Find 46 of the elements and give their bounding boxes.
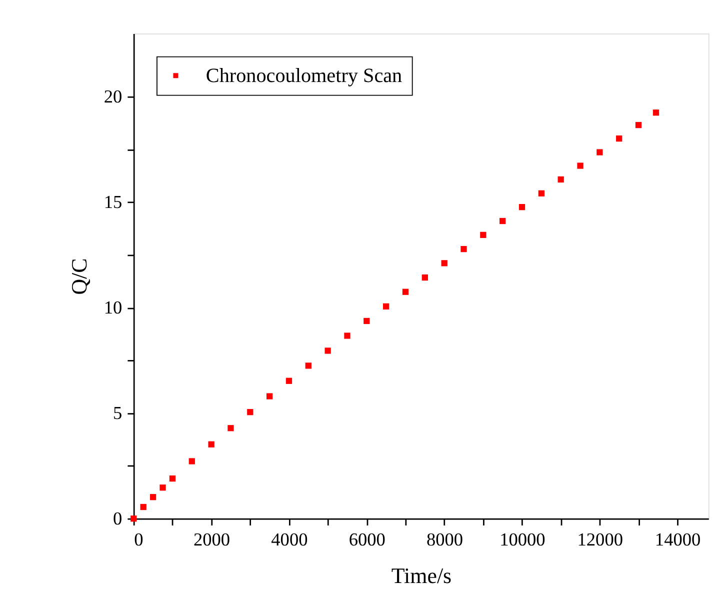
point <box>616 135 622 142</box>
point <box>635 122 642 128</box>
point <box>130 516 137 522</box>
point <box>422 274 428 281</box>
x-tick-label: 6000 <box>348 530 386 550</box>
x-tick-label: 4000 <box>271 530 308 550</box>
point <box>441 260 448 266</box>
point <box>383 303 390 310</box>
point <box>188 458 195 464</box>
point <box>558 176 564 183</box>
point <box>169 475 176 482</box>
point <box>286 378 292 384</box>
x-tick-label: 8000 <box>426 530 464 550</box>
y-tick-label: 0 <box>113 508 122 529</box>
point <box>480 232 486 238</box>
point <box>652 110 660 116</box>
point <box>402 288 409 295</box>
x-tick-label: 14000 <box>654 530 701 550</box>
x-tick-label: 12000 <box>577 530 624 550</box>
point <box>160 484 166 491</box>
point <box>596 149 603 156</box>
y-tick-label: 5 <box>113 403 122 424</box>
point <box>247 409 254 416</box>
point <box>140 504 146 510</box>
legend-label: Chronocoulometry Scan <box>206 65 402 88</box>
point <box>518 204 526 210</box>
point <box>538 190 544 196</box>
point <box>228 425 234 432</box>
y-tick-label: 20 <box>104 86 122 107</box>
point <box>500 218 506 224</box>
y-axis-title: Q/C <box>66 258 92 295</box>
point <box>460 246 467 252</box>
x-tick-label: 0 <box>134 530 144 550</box>
point <box>266 393 273 400</box>
point <box>305 362 312 369</box>
point <box>577 162 584 169</box>
x-tick-label: 2000 <box>193 530 230 550</box>
point <box>150 494 156 500</box>
point <box>344 332 350 339</box>
point <box>208 441 214 448</box>
y-tick-label: 10 <box>104 298 122 318</box>
x-axis-title: Time/s <box>391 563 452 588</box>
y-tick-label: 15 <box>104 192 122 212</box>
point <box>324 348 331 354</box>
x-tick-label: 10000 <box>500 530 546 550</box>
point <box>364 318 370 324</box>
